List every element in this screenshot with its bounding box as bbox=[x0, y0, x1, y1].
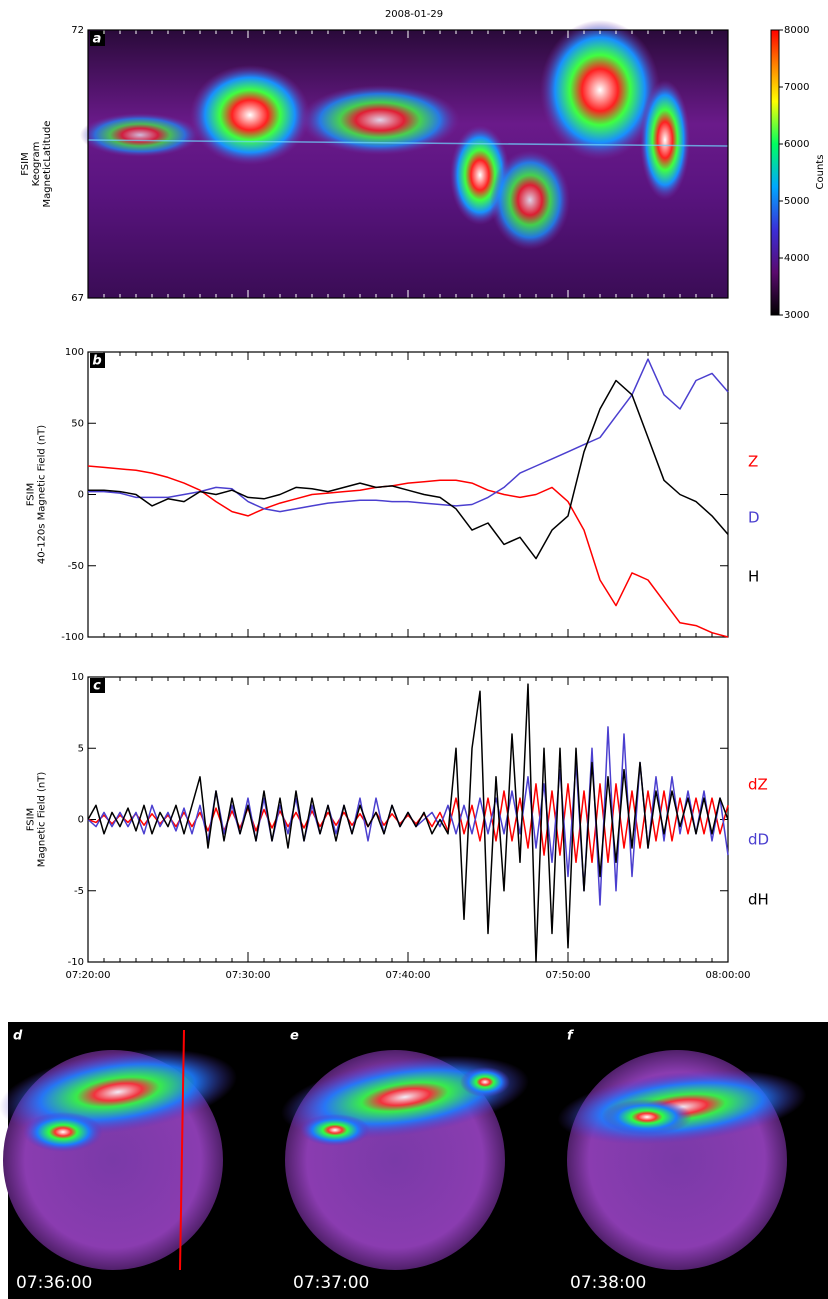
y-tick-label: 10 bbox=[71, 672, 84, 683]
series-line bbox=[87, 783, 729, 864]
series-line bbox=[87, 465, 729, 638]
y-axis-label: 40-120s Magnetic Field (nT) bbox=[37, 425, 48, 564]
y-axis-label: FSIM bbox=[26, 808, 37, 832]
x-tick-label: 07:20:00 bbox=[66, 970, 111, 981]
image-time: 07:38:00 bbox=[570, 1273, 646, 1293]
y-tick-label: -10 bbox=[68, 957, 84, 968]
legend-entry: dH bbox=[748, 891, 769, 909]
panel-label: a bbox=[93, 32, 102, 47]
legend-entry: dZ bbox=[748, 776, 768, 794]
y-axis-label: Keogram bbox=[31, 142, 42, 187]
plot-frame bbox=[87, 29, 729, 299]
series-line bbox=[88, 379, 729, 560]
panel-label: b bbox=[92, 354, 101, 369]
panel-label-box bbox=[90, 31, 105, 46]
y-tick-label: 50 bbox=[71, 418, 84, 429]
y-tick-label: 5 bbox=[78, 743, 84, 754]
colorbar-tick-label: 7000 bbox=[784, 82, 809, 93]
y-tick-label: 0 bbox=[78, 490, 84, 501]
legend-entry: dD bbox=[748, 831, 769, 849]
allsky-images bbox=[0, 1022, 828, 1299]
colorbar-tick-label: 4000 bbox=[784, 253, 809, 264]
y-axis-label: Magnetic Field (nT) bbox=[37, 772, 48, 868]
keogram-image bbox=[80, 20, 729, 298]
image-label: f bbox=[567, 1029, 575, 1044]
x-tick-label: 08:00:00 bbox=[706, 970, 751, 981]
y-axis-label: MagneticLatitude bbox=[42, 121, 53, 208]
colorbar-label: Counts bbox=[815, 155, 826, 190]
y-tick-label: 72 bbox=[71, 25, 84, 36]
y-axis-label: FSIM bbox=[26, 483, 37, 507]
panel-label: c bbox=[93, 679, 101, 694]
x-tick-label: 07:40:00 bbox=[386, 970, 431, 981]
y-tick-label: 100 bbox=[65, 347, 84, 358]
x-tick-label: 07:30:00 bbox=[226, 970, 271, 981]
colorbar-tick-label: 3000 bbox=[784, 310, 809, 321]
image-label: d bbox=[13, 1029, 23, 1044]
y-tick-label: -5 bbox=[74, 886, 84, 897]
legend-entry: H bbox=[748, 568, 759, 586]
image-time: 07:37:00 bbox=[293, 1273, 369, 1293]
panel-label-box bbox=[90, 678, 105, 693]
colorbar-tick-label: 6000 bbox=[784, 139, 809, 150]
colorbar bbox=[770, 29, 780, 316]
x-tick-label: 07:50:00 bbox=[546, 970, 591, 981]
y-tick-label: -100 bbox=[61, 632, 84, 643]
colorbar-tick-label: 8000 bbox=[784, 25, 809, 36]
plot-frame bbox=[87, 676, 729, 963]
series-line bbox=[87, 683, 729, 963]
y-axis-label: FSIM bbox=[20, 152, 31, 176]
series-line bbox=[88, 358, 729, 513]
colorbar-tick-label: 5000 bbox=[784, 196, 809, 207]
image-time: 07:36:00 bbox=[16, 1273, 92, 1293]
y-tick-label: 0 bbox=[78, 815, 84, 826]
y-tick-label: -50 bbox=[68, 561, 84, 572]
image-label: e bbox=[290, 1029, 299, 1044]
panel-label-box bbox=[90, 353, 105, 368]
legend-entry: Z bbox=[748, 453, 758, 471]
plot-frame bbox=[87, 351, 729, 638]
figure-title: 2008-01-29 bbox=[385, 9, 443, 20]
y-tick-label: 67 bbox=[71, 293, 84, 304]
legend-entry: D bbox=[748, 509, 760, 527]
